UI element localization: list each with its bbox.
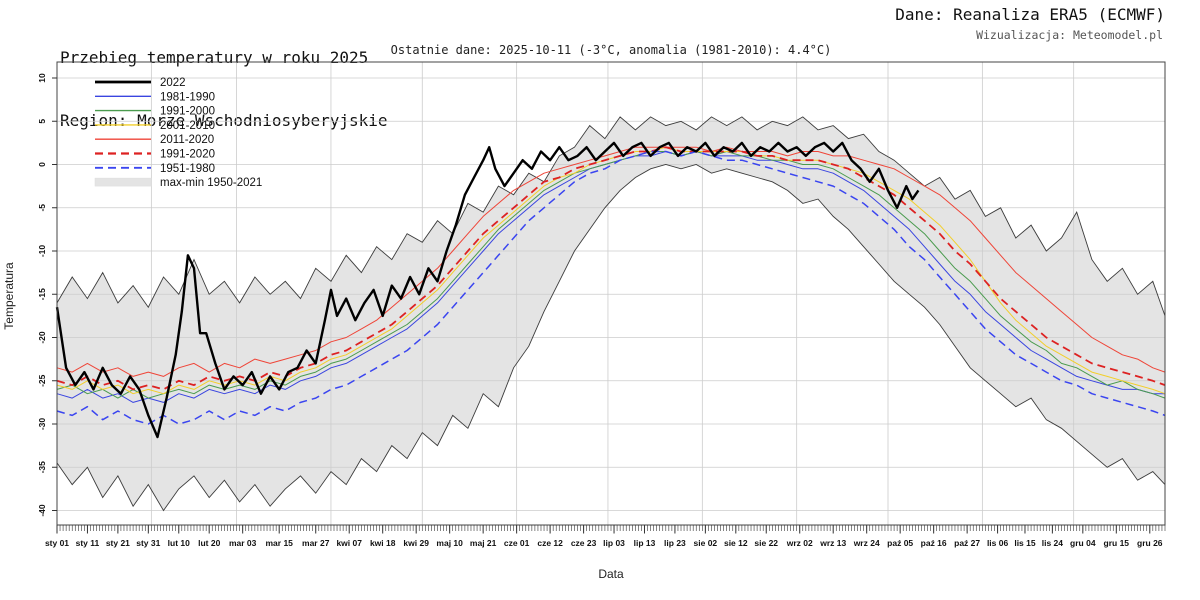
legend-item-2022: 2022 <box>95 77 186 89</box>
legend-label: 1981-1990 <box>160 91 215 103</box>
x-tick-label: sty 31 <box>136 538 160 548</box>
y-tick-label: -35 <box>37 461 47 474</box>
y-tick-label: -20 <box>37 331 47 344</box>
legend-item-2011-2020: 2011-2020 <box>95 134 214 146</box>
x-tick-label: maj 21 <box>470 538 497 548</box>
series-line-1951-1980 <box>56 150 1166 425</box>
legend-label: 1991-2020 <box>160 149 215 161</box>
series-line-1991-2020 <box>56 146 1166 391</box>
legend-item-2001-2010: 2001-2010 <box>95 120 215 132</box>
y-tick-label: -15 <box>37 288 47 301</box>
x-tick-label: gru 15 <box>1104 538 1130 548</box>
x-tick-label: lip 03 <box>603 538 625 548</box>
gridlines <box>57 62 1165 525</box>
series-line-2022 <box>55 141 920 439</box>
y-tick-label: -40 <box>37 504 47 517</box>
band-min-line <box>56 164 1166 512</box>
x-tick-label: kwi 18 <box>370 538 396 548</box>
legend-label: 1951-1980 <box>160 163 215 175</box>
x-tick-label: lut 10 <box>168 538 190 548</box>
x-tick-label: sie 02 <box>694 538 718 548</box>
series-line-2011-2020 <box>56 146 1166 377</box>
y-tick-label: -5 <box>37 204 47 212</box>
x-tick-label: sie 12 <box>724 538 748 548</box>
legend: 2022 1981-1990 1991-2000 2001-2010 2011-2020… <box>94 77 262 189</box>
x-tick-label: wrz 02 <box>786 538 813 548</box>
x-tick-label: mar 27 <box>302 538 330 548</box>
data-source-label: Dane: Reanaliza ERA5 (ECMWF) <box>895 5 1165 24</box>
x-tick-label: mar 03 <box>229 538 257 548</box>
visualization-credit: Wizualizacja: Meteomodel.pl <box>976 28 1163 42</box>
x-tick-label: cze 12 <box>537 538 563 548</box>
x-tick-label: sty 21 <box>106 538 130 548</box>
x-tick-label: lip 23 <box>664 538 686 548</box>
legend-swatch-band <box>94 177 152 187</box>
last-data-subtitle: Ostatnie dane: 2025-10-11 (-3°C, anomali… <box>390 43 832 57</box>
y-tick-label: -30 <box>37 418 47 431</box>
x-tick-label: wrz 13 <box>819 538 846 548</box>
x-tick-label: gru 04 <box>1070 538 1096 548</box>
x-tick-label: paź 16 <box>921 538 947 548</box>
y-tick-label: 0 <box>37 162 47 167</box>
y-axis-ticks <box>52 77 57 511</box>
legend-item-1981-1990: 1981-1990 <box>95 91 215 103</box>
y-tick-label: -25 <box>37 374 47 387</box>
x-tick-label: cze 01 <box>504 538 530 548</box>
y-tick-label: -10 <box>37 245 47 258</box>
legend-item-1991-2000: 1991-2000 <box>95 106 215 118</box>
x-tick-label: sty 11 <box>76 538 100 548</box>
x-tick-label: mar 15 <box>265 538 293 548</box>
y-axis-title: Temperatura <box>2 262 16 330</box>
legend-item-1951-1980: 1951-1980 <box>95 163 215 175</box>
x-tick-label: gru 26 <box>1137 538 1163 548</box>
x-tick-label: lis 06 <box>987 538 1009 548</box>
legend-label: 2001-2010 <box>160 120 215 132</box>
x-tick-label: kwi 07 <box>336 538 362 548</box>
x-tick-label: paź 05 <box>887 538 913 548</box>
x-tick-label: lip 13 <box>634 538 656 548</box>
x-tick-label: lis 24 <box>1042 538 1064 548</box>
x-tick-labels: sty 01 sty 11 sty 21 sty 31 lut 10 lut 20 mar … <box>45 538 1163 548</box>
x-tick-label: sty 01 <box>45 538 69 548</box>
x-tick-label: paź 27 <box>954 538 980 548</box>
x-tick-label: lut 20 <box>198 538 220 548</box>
x-tick-label: cze 23 <box>571 538 597 548</box>
y-tick-label: 5 <box>37 119 47 124</box>
legend-label: 2022 <box>160 77 186 89</box>
legend-label: 1991-2000 <box>160 106 215 118</box>
legend-item-1991-2020: 1991-2020 <box>95 149 215 161</box>
x-axis-ticks <box>56 525 1166 534</box>
x-tick-label: sie 22 <box>754 538 778 548</box>
y-tick-label: 10 <box>37 73 47 83</box>
series-line-2001-2010 <box>56 146 1166 395</box>
x-tick-label: lis 15 <box>1014 538 1036 548</box>
legend-label: max-min 1950-2021 <box>160 177 262 189</box>
x-tick-label: maj 10 <box>436 538 463 548</box>
x-tick-label: kwi 29 <box>403 538 429 548</box>
y-tick-labels: 10 5 0 -5 -10 -15 -20 -25 -30 -35 -40 <box>37 73 47 517</box>
band-max-line <box>56 116 1166 317</box>
legend-label: 2011-2020 <box>160 134 214 146</box>
x-tick-label: wrz 24 <box>853 538 880 548</box>
legend-item-max-min1950-2021: max-min 1950-2021 <box>94 177 262 189</box>
x-axis-title: Data <box>598 567 624 581</box>
